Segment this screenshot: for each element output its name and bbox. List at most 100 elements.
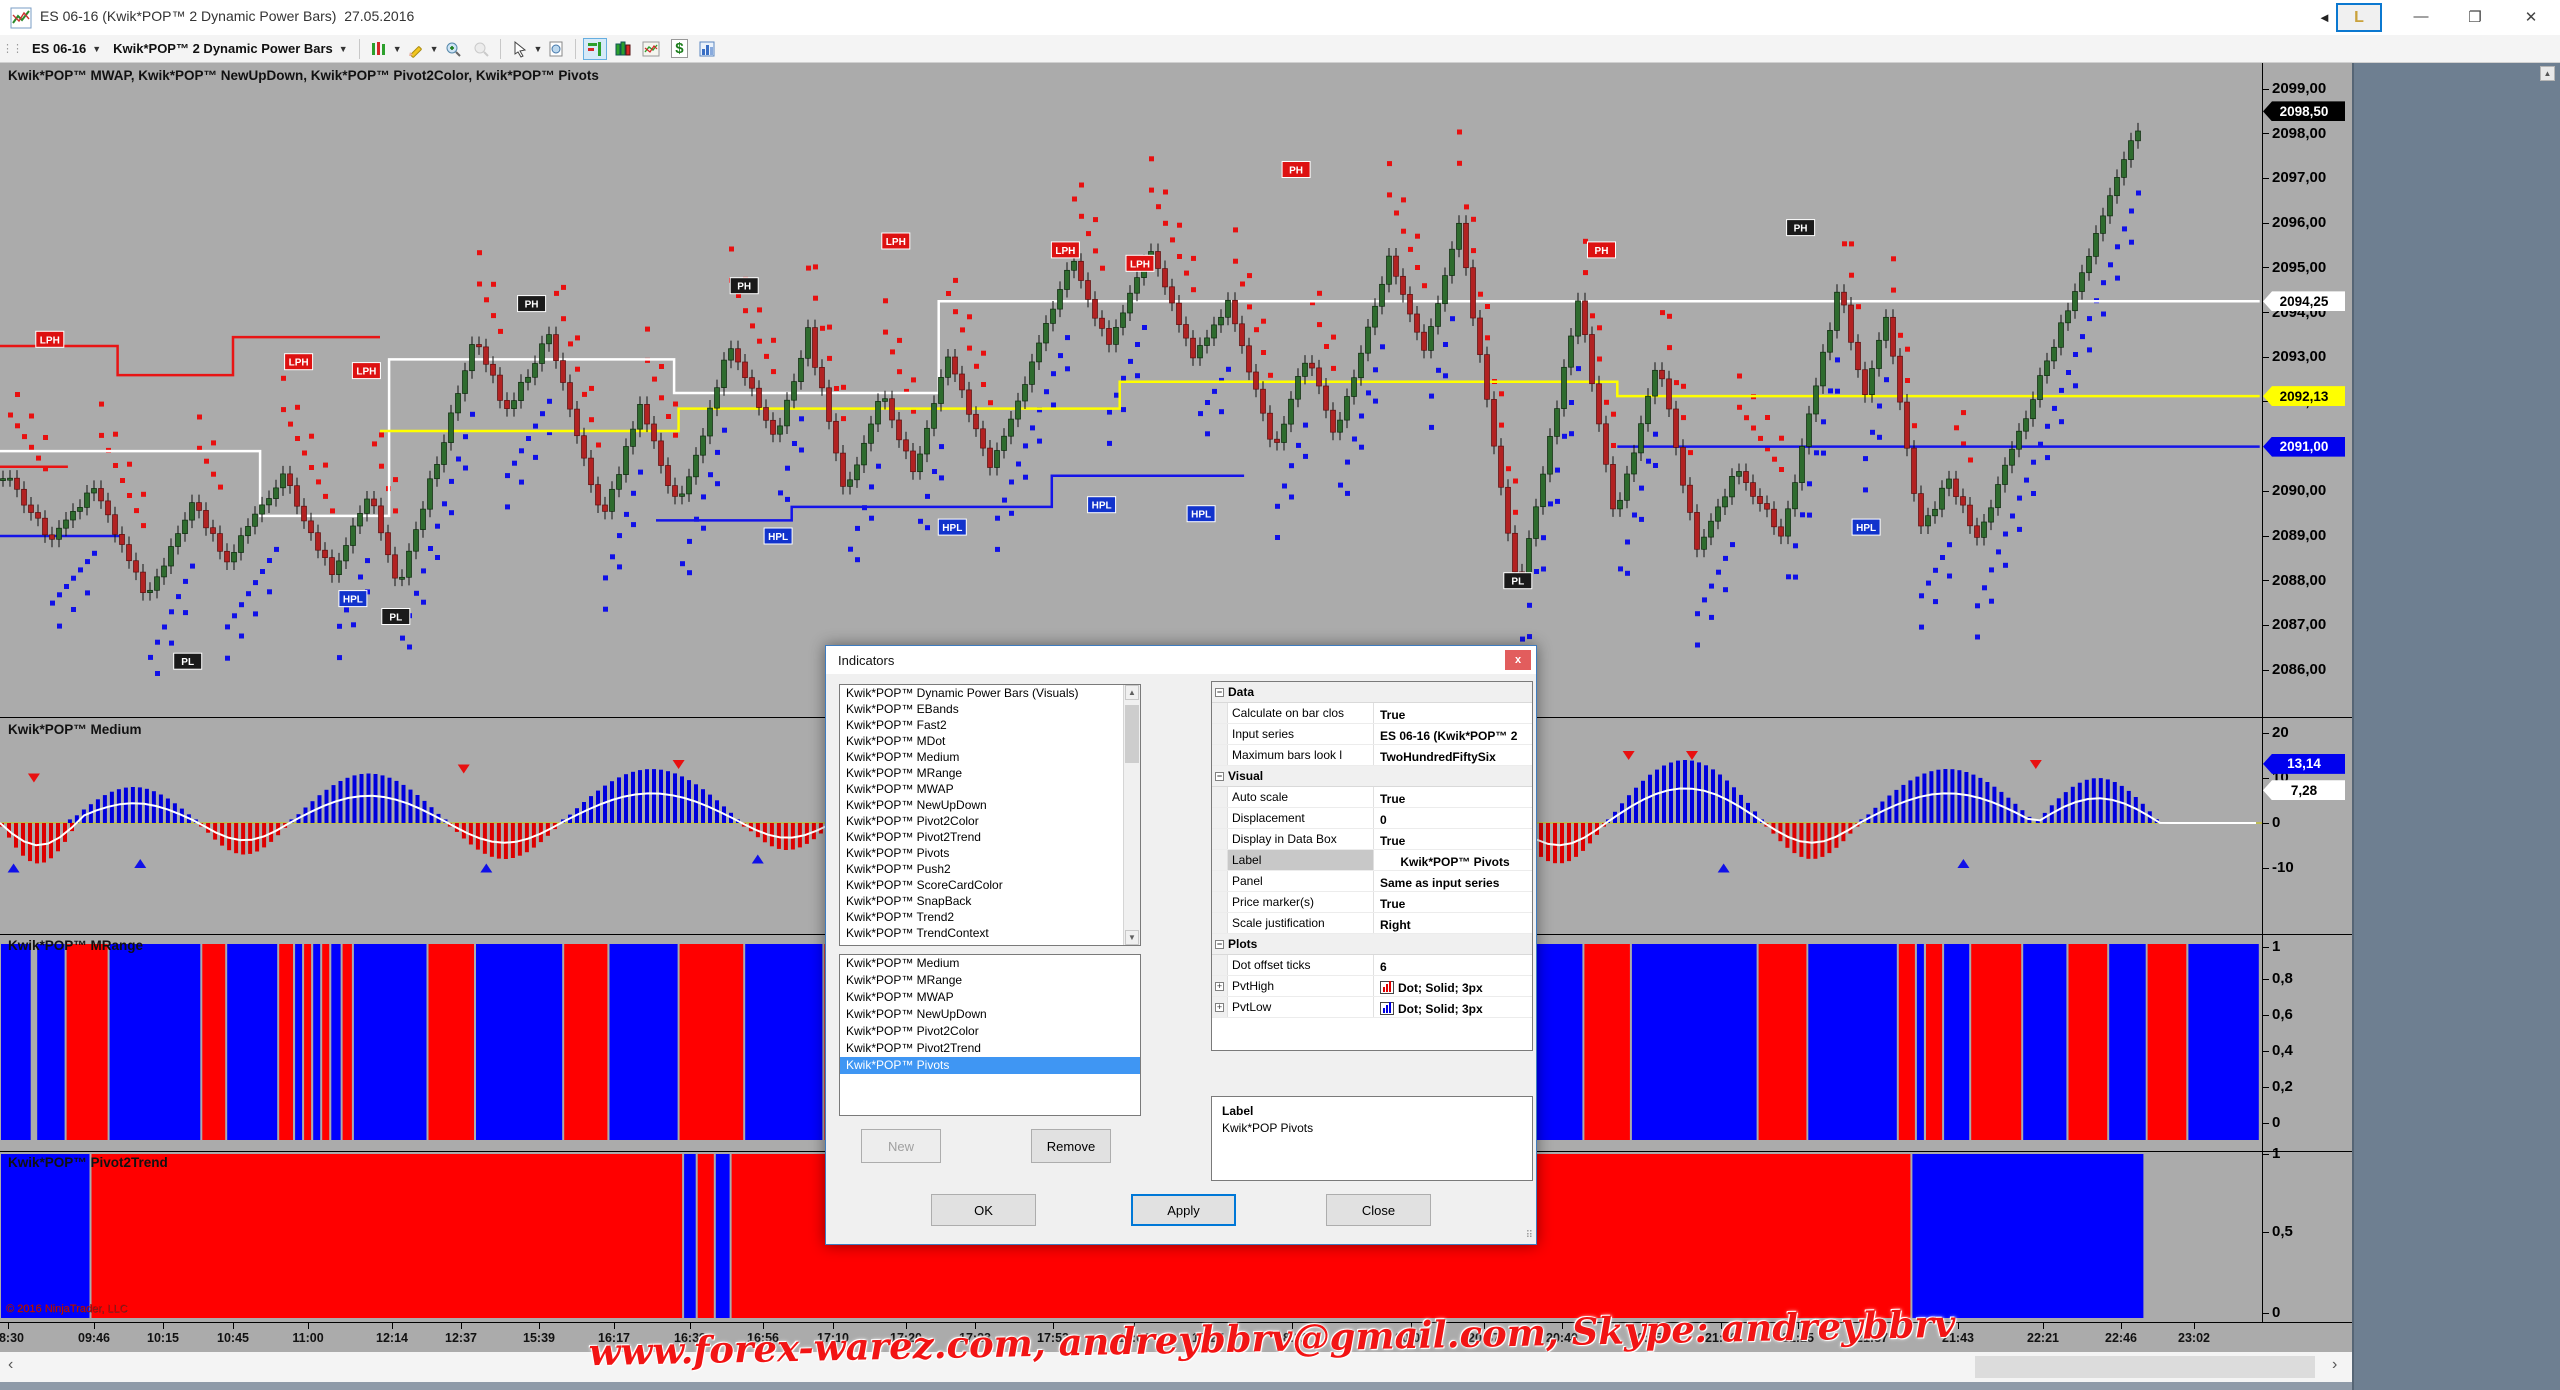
property-row[interactable]: Input series ES 06-16 (Kwik*POP™ 2 [1212, 724, 1532, 745]
chart-trader-icon[interactable] [611, 38, 635, 60]
property-section-header[interactable]: − Data [1212, 682, 1532, 703]
minimize-button[interactable]: — [2413, 8, 2429, 25]
property-row[interactable]: Dot offset ticks 6 [1212, 955, 1532, 976]
scroll-up-icon[interactable]: ▲ [1125, 685, 1139, 700]
bar-style-icon[interactable] [367, 38, 391, 60]
available-indicator-item[interactable]: Kwik*POP™ Dynamic Power Bars (Visuals) [846, 686, 1079, 700]
available-indicator-item[interactable]: Kwik*POP™ Pivot2Trend [846, 830, 981, 844]
applied-indicator-item[interactable]: Kwik*POP™ Medium [846, 956, 960, 970]
zoom-out-icon[interactable] [469, 38, 493, 60]
available-indicator-item[interactable]: Kwik*POP™ Pivot2Color [846, 814, 979, 828]
applied-indicator-item[interactable]: Kwik*POP™ Pivot2Color [846, 1024, 979, 1038]
dialog-close-button[interactable]: x [1505, 650, 1531, 670]
property-row[interactable]: Label Kwik*POP™ Pivots [1212, 850, 1532, 871]
scrollbar-thumb[interactable] [1125, 705, 1139, 763]
chevron-down-icon[interactable]: ▼ [429, 43, 439, 54]
property-row[interactable]: Displacement 0 [1212, 808, 1532, 829]
apply-button[interactable]: Apply [1131, 1194, 1236, 1226]
expand-icon[interactable]: + [1212, 976, 1228, 996]
draw-pencil-icon[interactable] [404, 38, 428, 60]
scroll-down-icon[interactable]: ▼ [1125, 930, 1139, 945]
available-indicator-item[interactable]: Kwik*POP™ Pivots [846, 846, 950, 860]
available-indicator-item[interactable]: Kwik*POP™ Medium [846, 750, 960, 764]
chevron-down-icon[interactable]: ▼ [533, 43, 543, 54]
property-row[interactable]: Display in Data Box True [1212, 829, 1532, 850]
scroll-left-icon[interactable]: ‹ [8, 1356, 14, 1373]
expand-icon[interactable]: + [1212, 997, 1228, 1017]
applied-indicator-item[interactable]: Kwik*POP™ NewUpDown [846, 1007, 987, 1021]
horizontal-scrollbar[interactable]: ‹ › [0, 1352, 2352, 1382]
new-button[interactable]: New [861, 1129, 941, 1163]
scrollbar-thumb[interactable] [1975, 1356, 2315, 1378]
property-value[interactable]: Same as input series [1380, 875, 1500, 890]
indicator-properties-grid[interactable]: − Data Calculate on bar clos True Input seri… [1211, 681, 1533, 1051]
property-section-header[interactable]: − Plots [1212, 934, 1532, 955]
available-indicator-item[interactable]: Kwik*POP™ TrendContext [846, 926, 989, 940]
property-value[interactable]: True [1380, 791, 1406, 806]
property-row[interactable]: Auto scale True [1212, 787, 1532, 808]
ok-button[interactable]: OK [931, 1194, 1036, 1226]
property-row[interactable]: Panel Same as input series [1212, 871, 1532, 892]
property-row[interactable]: + PvtHigh Dot; Solid; 3px [1212, 976, 1532, 997]
available-indicator-item[interactable]: Kwik*POP™ MRange [846, 766, 963, 780]
pin-arrow-icon[interactable]: ◄ [2318, 10, 2331, 25]
account-dollar-icon[interactable]: $ [667, 38, 691, 60]
data-box-icon[interactable] [544, 38, 568, 60]
available-indicator-item[interactable]: Kwik*POP™ SnapBack [846, 894, 972, 908]
property-value[interactable]: ES 06-16 (Kwik*POP™ 2 [1380, 728, 1518, 743]
available-indicator-item[interactable]: Kwik*POP™ MDot [846, 734, 946, 748]
collapse-icon[interactable]: − [1215, 938, 1224, 949]
maximize-button[interactable]: ❐ [2468, 8, 2482, 26]
applied-indicator-item[interactable]: Kwik*POP™ MRange [846, 973, 963, 987]
toolbar-grip[interactable]: ⋮⋮ [2, 43, 23, 55]
indicators-icon[interactable] [583, 37, 608, 60]
property-value[interactable]: True [1380, 833, 1406, 848]
available-indicator-item[interactable]: Kwik*POP™ EBands [846, 702, 959, 716]
collapse-icon[interactable]: − [1215, 686, 1224, 697]
property-value[interactable]: 6 [1380, 959, 1387, 974]
property-row[interactable]: Calculate on bar clos True [1212, 703, 1532, 724]
property-value[interactable]: Dot; Solid; 3px [1374, 976, 1532, 996]
applied-indicator-item[interactable]: Kwik*POP™ Pivots [840, 1057, 1140, 1074]
available-indicator-item[interactable]: Kwik*POP™ Push2 [846, 862, 951, 876]
available-indicators-list[interactable]: Kwik*POP™ Dynamic Power Bars (Visuals) Kw… [839, 684, 1141, 946]
property-row[interactable]: + PvtLow Dot; Solid; 3px [1212, 997, 1532, 1018]
chevron-down-icon[interactable]: ▼ [392, 43, 402, 54]
available-indicator-item[interactable]: Kwik*POP™ MWAP [846, 782, 954, 796]
close-dialog-button[interactable]: Close [1326, 1194, 1431, 1226]
property-value[interactable]: True [1380, 896, 1406, 911]
instrument-selector[interactable]: ES 06-16 ▼ [32, 41, 102, 56]
collapse-icon[interactable]: − [1215, 770, 1224, 781]
applied-indicators-list[interactable]: Kwik*POP™ Medium Kwik*POP™ MRange Kwik*POP… [839, 954, 1141, 1116]
property-value[interactable]: Kwik*POP™ Pivots [1400, 854, 1510, 869]
applied-indicator-item[interactable]: Kwik*POP™ Pivot2Trend [846, 1041, 981, 1055]
remove-button[interactable]: Remove [1031, 1129, 1111, 1163]
scroll-right-icon[interactable]: › [2332, 1356, 2338, 1373]
property-section-header[interactable]: − Visual [1212, 766, 1532, 787]
list-scrollbar[interactable]: ▲ ▼ [1123, 685, 1140, 945]
zoom-in-icon[interactable] [441, 38, 465, 60]
available-indicator-item[interactable]: Kwik*POP™ ScoreCardColor [846, 878, 1003, 892]
series-selector[interactable]: Kwik*POP™ 2 Dynamic Power Bars ▼ [113, 41, 348, 56]
property-row[interactable]: Scale justification Right [1212, 913, 1532, 934]
available-indicator-item[interactable]: Kwik*POP™ Fast2 [846, 718, 947, 732]
mini-chart-icon[interactable] [639, 38, 663, 60]
property-row[interactable]: Price marker(s) True [1212, 892, 1532, 913]
link-button[interactable]: L [2336, 3, 2382, 32]
property-value[interactable]: Dot; Solid; 3px [1374, 997, 1532, 1017]
applied-indicator-item[interactable]: Kwik*POP™ MWAP [846, 990, 954, 1004]
svg-text:PH: PH [737, 282, 751, 293]
scroll-up-icon[interactable]: ▲ [2540, 66, 2555, 81]
resize-grip[interactable]: ⠿ [1525, 1230, 1533, 1241]
available-indicator-item[interactable]: Kwik*POP™ NewUpDown [846, 798, 987, 812]
property-value[interactable]: 0 [1380, 812, 1387, 827]
property-row[interactable]: Maximum bars look l TwoHundredFiftySix [1212, 745, 1532, 766]
dialog-title[interactable]: Indicators [826, 646, 1536, 674]
close-button[interactable]: ✕ [2524, 8, 2538, 26]
available-indicator-item[interactable]: Kwik*POP™ Trend2 [846, 910, 955, 924]
cursor-icon[interactable] [508, 38, 532, 60]
property-value[interactable]: TwoHundredFiftySix [1380, 749, 1496, 764]
property-value[interactable]: Right [1380, 917, 1411, 932]
market-analyzer-icon[interactable] [695, 38, 719, 60]
property-value[interactable]: True [1380, 707, 1406, 722]
